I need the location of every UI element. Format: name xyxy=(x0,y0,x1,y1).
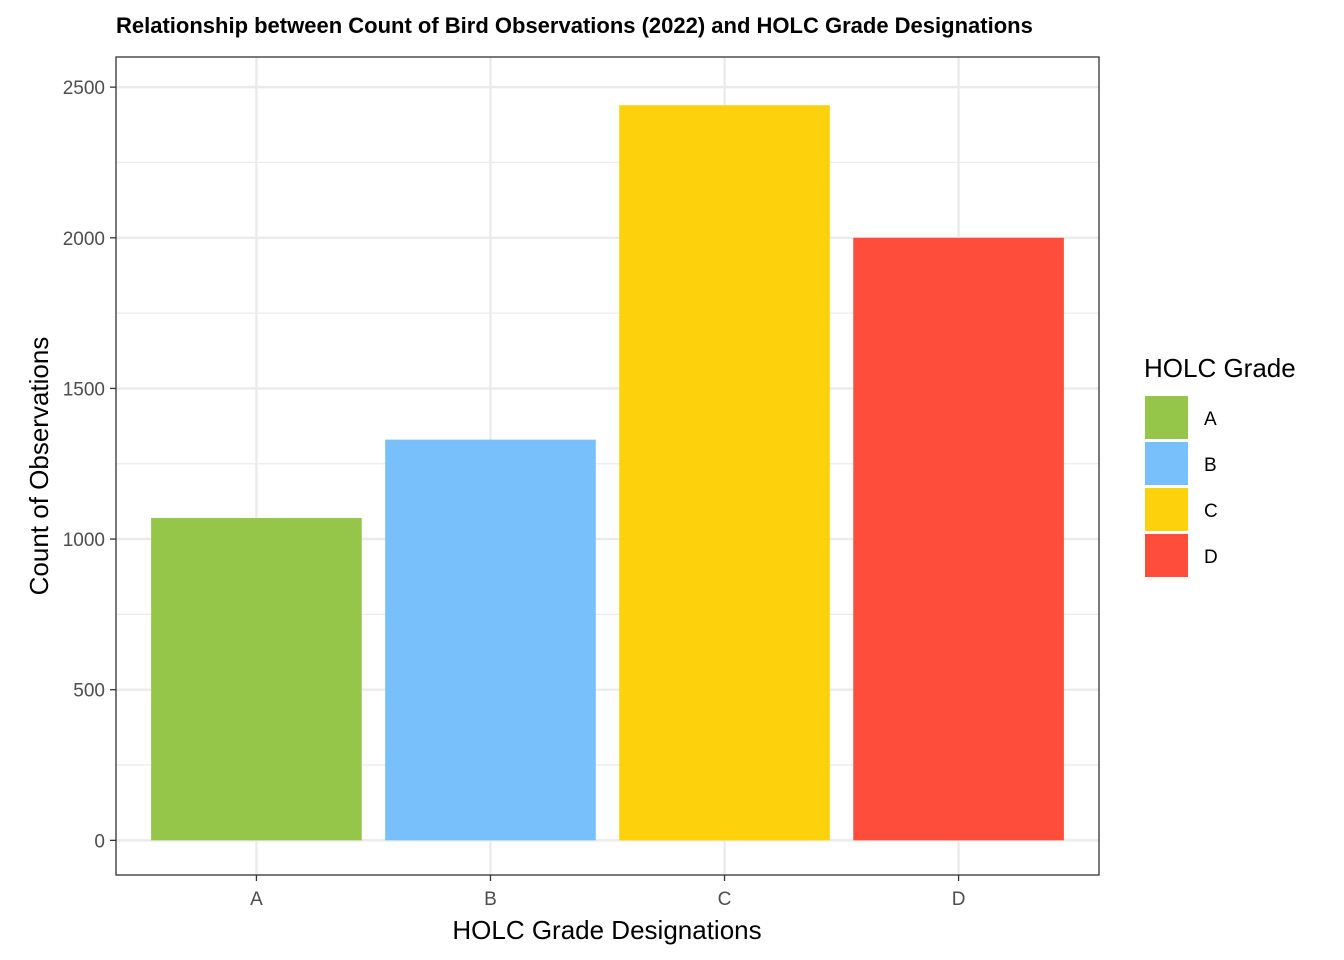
x-tick-label: A xyxy=(250,889,263,910)
x-tick-label: C xyxy=(718,889,732,910)
bar-b xyxy=(385,439,596,841)
legend-items: A B C D xyxy=(1145,396,1218,577)
y-tick-label: 0 xyxy=(94,831,105,852)
legend-key-a xyxy=(1145,396,1188,439)
plot-border xyxy=(115,56,1100,876)
y-tick-label: 500 xyxy=(73,681,105,702)
chart-title: Relationship between Count of Bird Obser… xyxy=(116,13,1033,38)
bar-d xyxy=(853,237,1064,841)
legend: HOLC Grade A B C D xyxy=(1144,353,1296,577)
y-axis-title: Count of Observations xyxy=(24,337,54,596)
x-axis: A B C D xyxy=(250,875,965,910)
legend-label-d: D xyxy=(1204,547,1218,568)
y-tick-label: 1000 xyxy=(63,530,105,551)
y-tick-label: 1500 xyxy=(63,379,105,400)
y-axis: 0 500 1000 1500 2000 2500 xyxy=(63,78,116,852)
bar-a xyxy=(151,517,362,841)
y-tick-label: 2000 xyxy=(63,229,105,250)
legend-key-d xyxy=(1145,534,1188,577)
x-tick-label: D xyxy=(952,889,966,910)
x-axis-title: HOLC Grade Designations xyxy=(452,915,761,945)
legend-key-c xyxy=(1145,488,1188,531)
legend-title: HOLC Grade xyxy=(1144,353,1296,383)
bars xyxy=(151,105,1064,841)
legend-label-c: C xyxy=(1204,501,1218,522)
bar-c xyxy=(619,105,830,841)
legend-label-a: A xyxy=(1204,409,1217,430)
legend-label-b: B xyxy=(1204,455,1217,476)
x-tick-label: B xyxy=(484,889,497,910)
y-tick-label: 2500 xyxy=(63,78,105,99)
legend-key-b xyxy=(1145,442,1188,485)
